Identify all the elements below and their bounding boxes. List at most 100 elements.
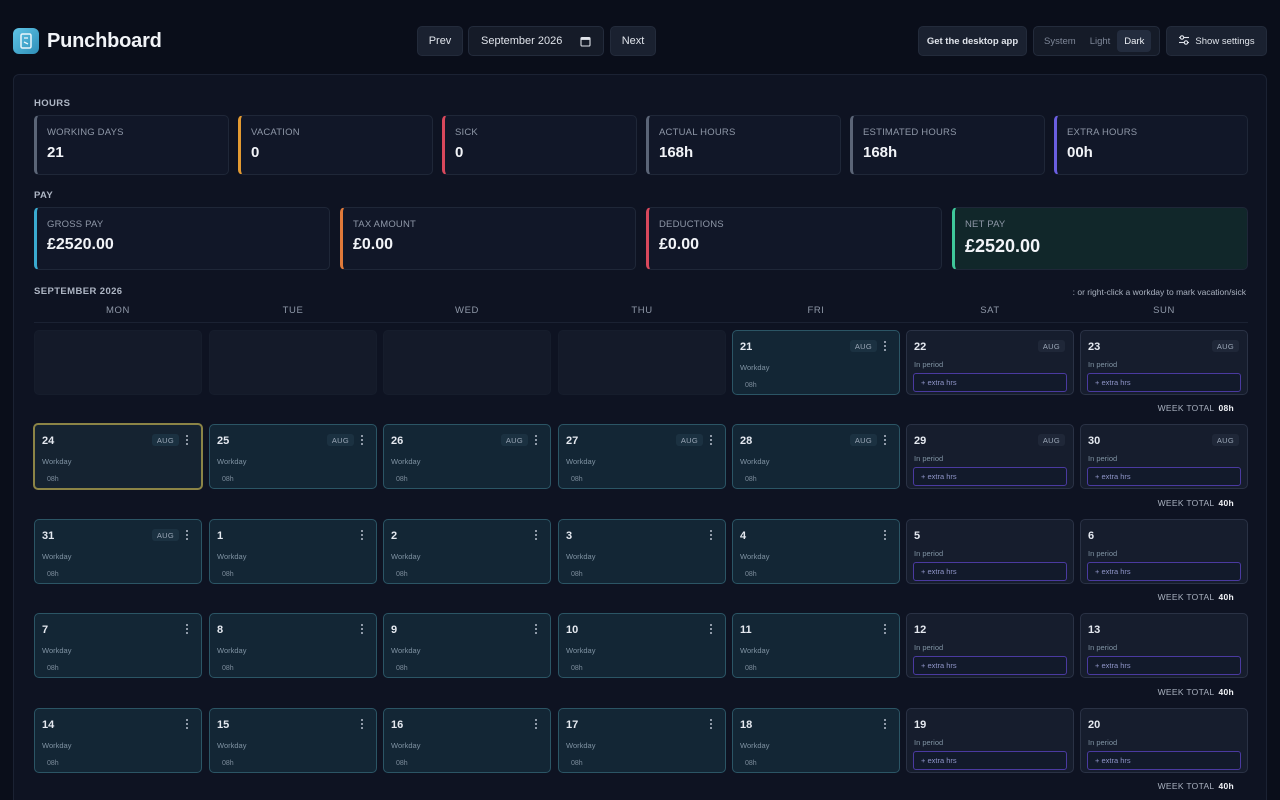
day-menu-icon[interactable]: [881, 529, 889, 543]
brand[interactable]: Punchboard: [13, 28, 162, 54]
calendar-day[interactable]: 27 AUG Workday 08h: [558, 424, 726, 489]
calendar-day[interactable]: 31 AUG Workday 08h: [34, 519, 202, 584]
day-menu-icon[interactable]: [358, 529, 366, 543]
calendar-day[interactable]: 18 Workday 08h: [732, 708, 900, 773]
day-number: 31: [42, 530, 55, 542]
day-status: In period: [1088, 549, 1118, 558]
calendar-day[interactable]: 8 Workday 08h: [209, 613, 377, 678]
extra-hours-input[interactable]: + extra hrs: [1087, 562, 1241, 581]
theme-option-system[interactable]: System: [1044, 35, 1076, 47]
day-menu-icon[interactable]: [881, 623, 889, 637]
day-status: Workday: [217, 457, 247, 466]
calendar-day[interactable]: 9 Workday 08h: [383, 613, 551, 678]
calendar-day[interactable]: 13 In period + extra hrs: [1080, 613, 1248, 678]
week-total: WEEK TOTAL 40h: [1158, 592, 1234, 602]
prev-month-button[interactable]: Prev: [417, 26, 463, 56]
month-badge: AUG: [1037, 434, 1065, 446]
calendar-day[interactable]: 3 Workday 08h: [558, 519, 726, 584]
calendar-day[interactable]: 1 Workday 08h: [209, 519, 377, 584]
next-month-button[interactable]: Next: [610, 26, 656, 56]
stat-label: ACTUAL HOURS: [659, 127, 736, 138]
day-menu-icon[interactable]: [707, 529, 715, 543]
day-menu-icon[interactable]: [532, 529, 540, 543]
calendar-day[interactable]: 21 AUG Workday 08h: [732, 330, 900, 395]
extra-hours-input[interactable]: + extra hrs: [1087, 751, 1241, 770]
calendar-day[interactable]: 10 Workday 08h: [558, 613, 726, 678]
stat-value: £0.00: [659, 236, 700, 253]
day-status: Workday: [391, 741, 421, 750]
day-number: 1: [217, 530, 224, 542]
day-menu-icon[interactable]: [881, 340, 889, 354]
month-picker[interactable]: September 2026: [468, 26, 604, 56]
stat-label: DEDUCTIONS: [659, 219, 724, 230]
calendar-day[interactable]: 19 In period + extra hrs: [906, 708, 1074, 773]
stat-working-days: WORKING DAYS 21: [34, 115, 229, 175]
day-hours: 08h: [47, 571, 59, 578]
day-menu-icon[interactable]: [707, 718, 715, 732]
calendar-day[interactable]: 29 AUG In period + extra hrs: [906, 424, 1074, 489]
calendar-day[interactable]: 17 Workday 08h: [558, 708, 726, 773]
calendar-day[interactable]: 24 AUG Workday 08h: [33, 423, 203, 490]
day-menu-icon[interactable]: [532, 434, 540, 448]
day-menu-icon[interactable]: [183, 434, 191, 448]
calendar-day[interactable]: 4 Workday 08h: [732, 519, 900, 584]
day-status: In period: [914, 738, 944, 747]
day-menu-icon[interactable]: [183, 718, 191, 732]
day-number: 20: [1088, 719, 1101, 731]
extra-hours-input[interactable]: + extra hrs: [1087, 656, 1241, 675]
day-menu-icon[interactable]: [881, 434, 889, 448]
calendar-day[interactable]: 25 AUG Workday 08h: [209, 424, 377, 489]
day-hours: 08h: [571, 476, 583, 483]
day-menu-icon[interactable]: [358, 623, 366, 637]
day-menu-icon[interactable]: [358, 718, 366, 732]
calendar-day[interactable]: 20 In period + extra hrs: [1080, 708, 1248, 773]
day-menu-icon[interactable]: [881, 718, 889, 732]
calendar-day[interactable]: 14 Workday 08h: [34, 708, 202, 773]
calendar-day[interactable]: 23 AUG In period + extra hrs: [1080, 330, 1248, 395]
calendar-day[interactable]: 28 AUG Workday 08h: [732, 424, 900, 489]
stat-extra-hours: EXTRA HOURS 00h: [1054, 115, 1248, 175]
day-menu-icon[interactable]: [358, 434, 366, 448]
day-status: Workday: [42, 646, 72, 655]
calendar-day[interactable]: 26 AUG Workday 08h: [383, 424, 551, 489]
stat-value: 168h: [863, 144, 898, 161]
extra-hours-input[interactable]: + extra hrs: [1087, 467, 1241, 486]
month-badge: AUG: [849, 340, 877, 352]
day-menu-icon[interactable]: [707, 434, 715, 448]
extra-hours-input[interactable]: + extra hrs: [913, 373, 1067, 392]
extra-hours-input[interactable]: + extra hrs: [913, 562, 1067, 581]
extra-hours-input[interactable]: + extra hrs: [913, 751, 1067, 770]
day-number: 24: [42, 435, 55, 447]
day-menu-icon[interactable]: [532, 623, 540, 637]
calendar-day[interactable]: 22 AUG In period + extra hrs: [906, 330, 1074, 395]
extra-hours-input[interactable]: + extra hrs: [913, 656, 1067, 675]
calendar-icon: [580, 36, 591, 50]
extra-hours-input[interactable]: + extra hrs: [913, 467, 1067, 486]
day-menu-icon[interactable]: [532, 718, 540, 732]
calendar-title: SEPTEMBER 2026: [34, 286, 123, 297]
theme-option-light[interactable]: Light: [1089, 35, 1111, 47]
calendar-day[interactable]: 5 In period + extra hrs: [906, 519, 1074, 584]
day-menu-icon[interactable]: [707, 623, 715, 637]
day-menu-icon[interactable]: [183, 623, 191, 637]
theme-switcher: System Light Dark: [1033, 26, 1160, 56]
calendar-day[interactable]: 16 Workday 08h: [383, 708, 551, 773]
show-settings-button[interactable]: Show settings: [1166, 26, 1267, 56]
day-menu-icon[interactable]: [183, 529, 191, 543]
desktop-app-button[interactable]: Get the desktop app: [918, 26, 1027, 56]
calendar-day[interactable]: 11 Workday 08h: [732, 613, 900, 678]
stat-net-pay: NET PAY £2520.00: [952, 207, 1248, 270]
stat-label: EXTRA HOURS: [1067, 127, 1138, 138]
theme-option-dark[interactable]: Dark: [1117, 30, 1152, 52]
day-number: 13: [1088, 624, 1101, 636]
calendar-day-empty: [34, 330, 202, 395]
stat-estimated-hours: ESTIMATED HOURS 168h: [850, 115, 1045, 175]
calendar-day[interactable]: 6 In period + extra hrs: [1080, 519, 1248, 584]
stat-actual-hours: ACTUAL HOURS 168h: [646, 115, 841, 175]
calendar-day[interactable]: 7 Workday 08h: [34, 613, 202, 678]
calendar-day[interactable]: 30 AUG In period + extra hrs: [1080, 424, 1248, 489]
calendar-day[interactable]: 12 In period + extra hrs: [906, 613, 1074, 678]
calendar-day[interactable]: 2 Workday 08h: [383, 519, 551, 584]
extra-hours-input[interactable]: + extra hrs: [1087, 373, 1241, 392]
calendar-day[interactable]: 15 Workday 08h: [209, 708, 377, 773]
